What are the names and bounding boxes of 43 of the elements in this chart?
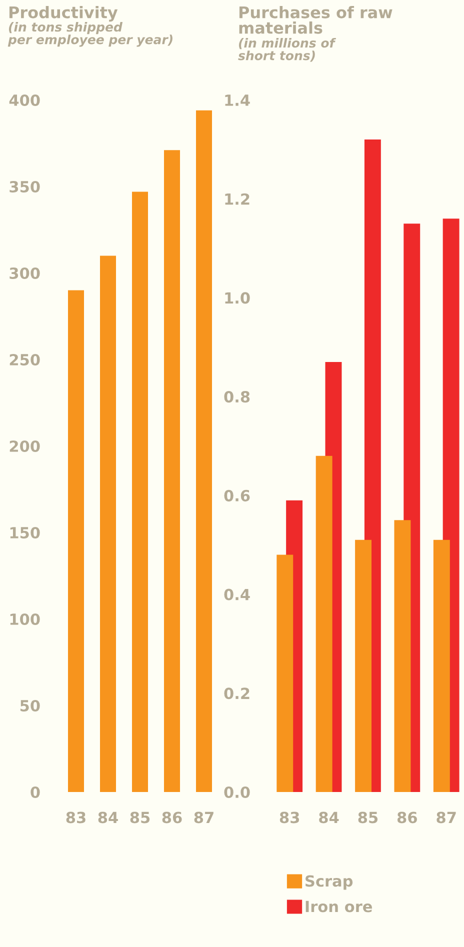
x-tick-label: 87 xyxy=(194,812,214,824)
x-tick-label: 86 xyxy=(162,812,182,824)
bar xyxy=(394,520,411,792)
y-tick-label: 0.8 xyxy=(224,391,250,403)
y-tick-label: 300 xyxy=(10,267,40,280)
chart-title: Purchases of raw materials xyxy=(239,6,392,34)
x-tick-label: 83 xyxy=(66,812,86,824)
y-tick-label: 1.4 xyxy=(225,94,250,106)
chart-title: Productivity xyxy=(9,6,118,22)
y-tick-label: 0.2 xyxy=(224,688,250,700)
bar xyxy=(132,192,148,792)
bar xyxy=(316,456,332,792)
y-tick-label: 350 xyxy=(10,180,40,193)
bar xyxy=(433,540,450,792)
x-tick-label: 84 xyxy=(319,812,339,824)
x-tick-label: 84 xyxy=(98,812,118,824)
bar xyxy=(355,540,372,792)
bar xyxy=(100,256,116,792)
x-tick-label: 85 xyxy=(130,812,150,824)
bar xyxy=(276,554,294,792)
y-tick-label: 200 xyxy=(10,440,40,452)
bar xyxy=(196,110,212,792)
bar xyxy=(164,150,180,792)
legend-label: Scrap xyxy=(306,875,353,890)
y-tick-label: 250 xyxy=(10,354,40,366)
x-tick-label: 87 xyxy=(436,812,456,824)
legend-label: Iron ore xyxy=(306,900,372,912)
y-tick-label: 1.2 xyxy=(225,193,250,205)
bar xyxy=(68,290,84,792)
y-tick-label: 1.0 xyxy=(225,292,250,304)
y-tick-label: 100 xyxy=(10,613,40,626)
x-tick-label: 83 xyxy=(280,812,300,824)
y-tick-label: 0.6 xyxy=(224,490,250,502)
chart-subtitle: (in tons shipped per employee per year) xyxy=(8,22,172,47)
x-tick-label: 85 xyxy=(358,812,378,824)
y-tick-label: 50 xyxy=(20,700,40,712)
y-tick-label: 400 xyxy=(9,94,40,106)
y-tick-label: 0.0 xyxy=(224,786,250,798)
y-tick-label: 0 xyxy=(30,786,40,798)
chart-subtitle: (in millions of short tons) xyxy=(238,38,336,62)
y-tick-label: 0.4 xyxy=(224,588,250,600)
x-tick-label: 86 xyxy=(397,812,417,824)
y-tick-label: 150 xyxy=(10,526,40,539)
